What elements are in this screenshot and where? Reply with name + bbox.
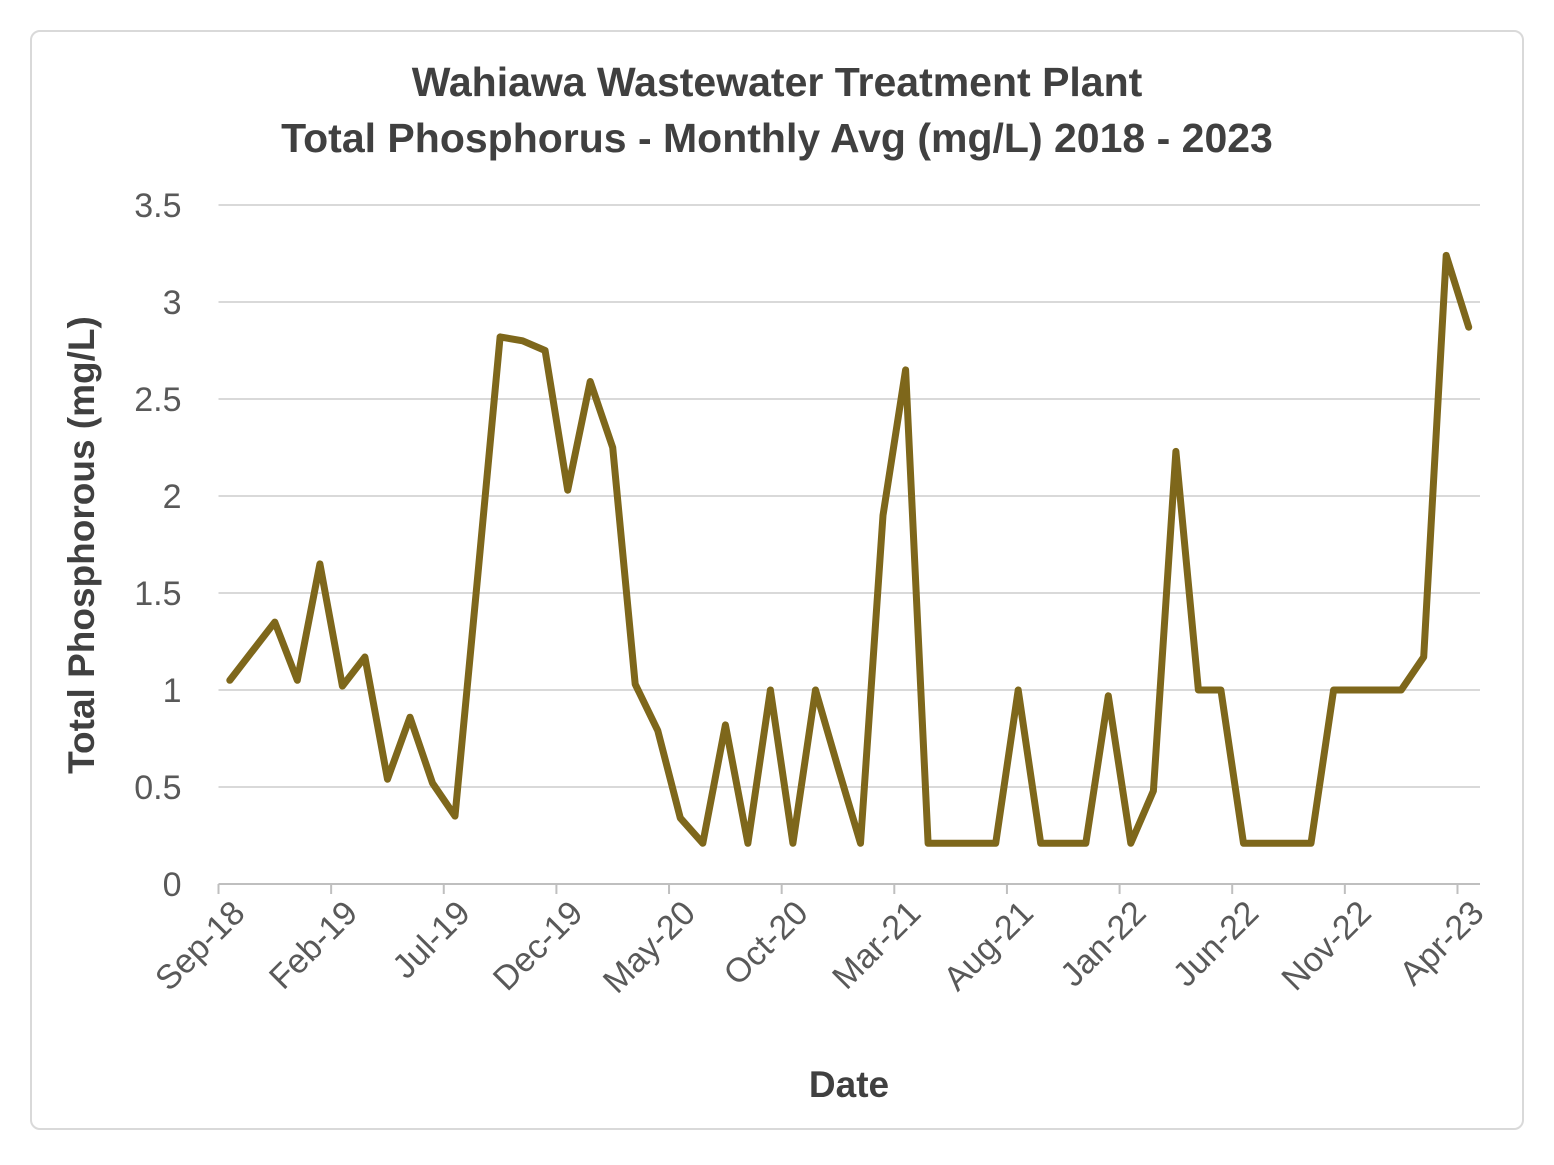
y-tick-label: 3.5 [134,187,181,225]
y-tick-label: 2 [163,478,182,516]
y-axis-title: Total Phosphorous (mg/L) [61,316,102,774]
series-layer [226,251,1473,847]
x-axis-title: Date [809,1064,889,1105]
y-tick-label: 2.5 [134,381,181,419]
x-axis-tickmarks [217,884,1459,894]
y-tick-label: 0.5 [134,769,181,807]
y-tick-label: 1 [163,672,182,710]
y-tick-label: 3 [163,284,182,322]
chart-border-frame [30,30,1524,1130]
y-axis-tick-labels: 3.5 3 2.5 2 1.5 1 0.5 0 [134,187,181,904]
y-tick-label: 0 [163,866,182,904]
y-tick-label: 1.5 [134,575,181,613]
phosphorus-series-line [226,251,1473,847]
gridlines [218,204,1480,885]
chart-title-line2: Total Phosphorus - Monthly Avg (mg/L) 20… [281,115,1273,161]
chart-title-line1: Wahiawa Wastewater Treatment Plant [412,59,1143,105]
